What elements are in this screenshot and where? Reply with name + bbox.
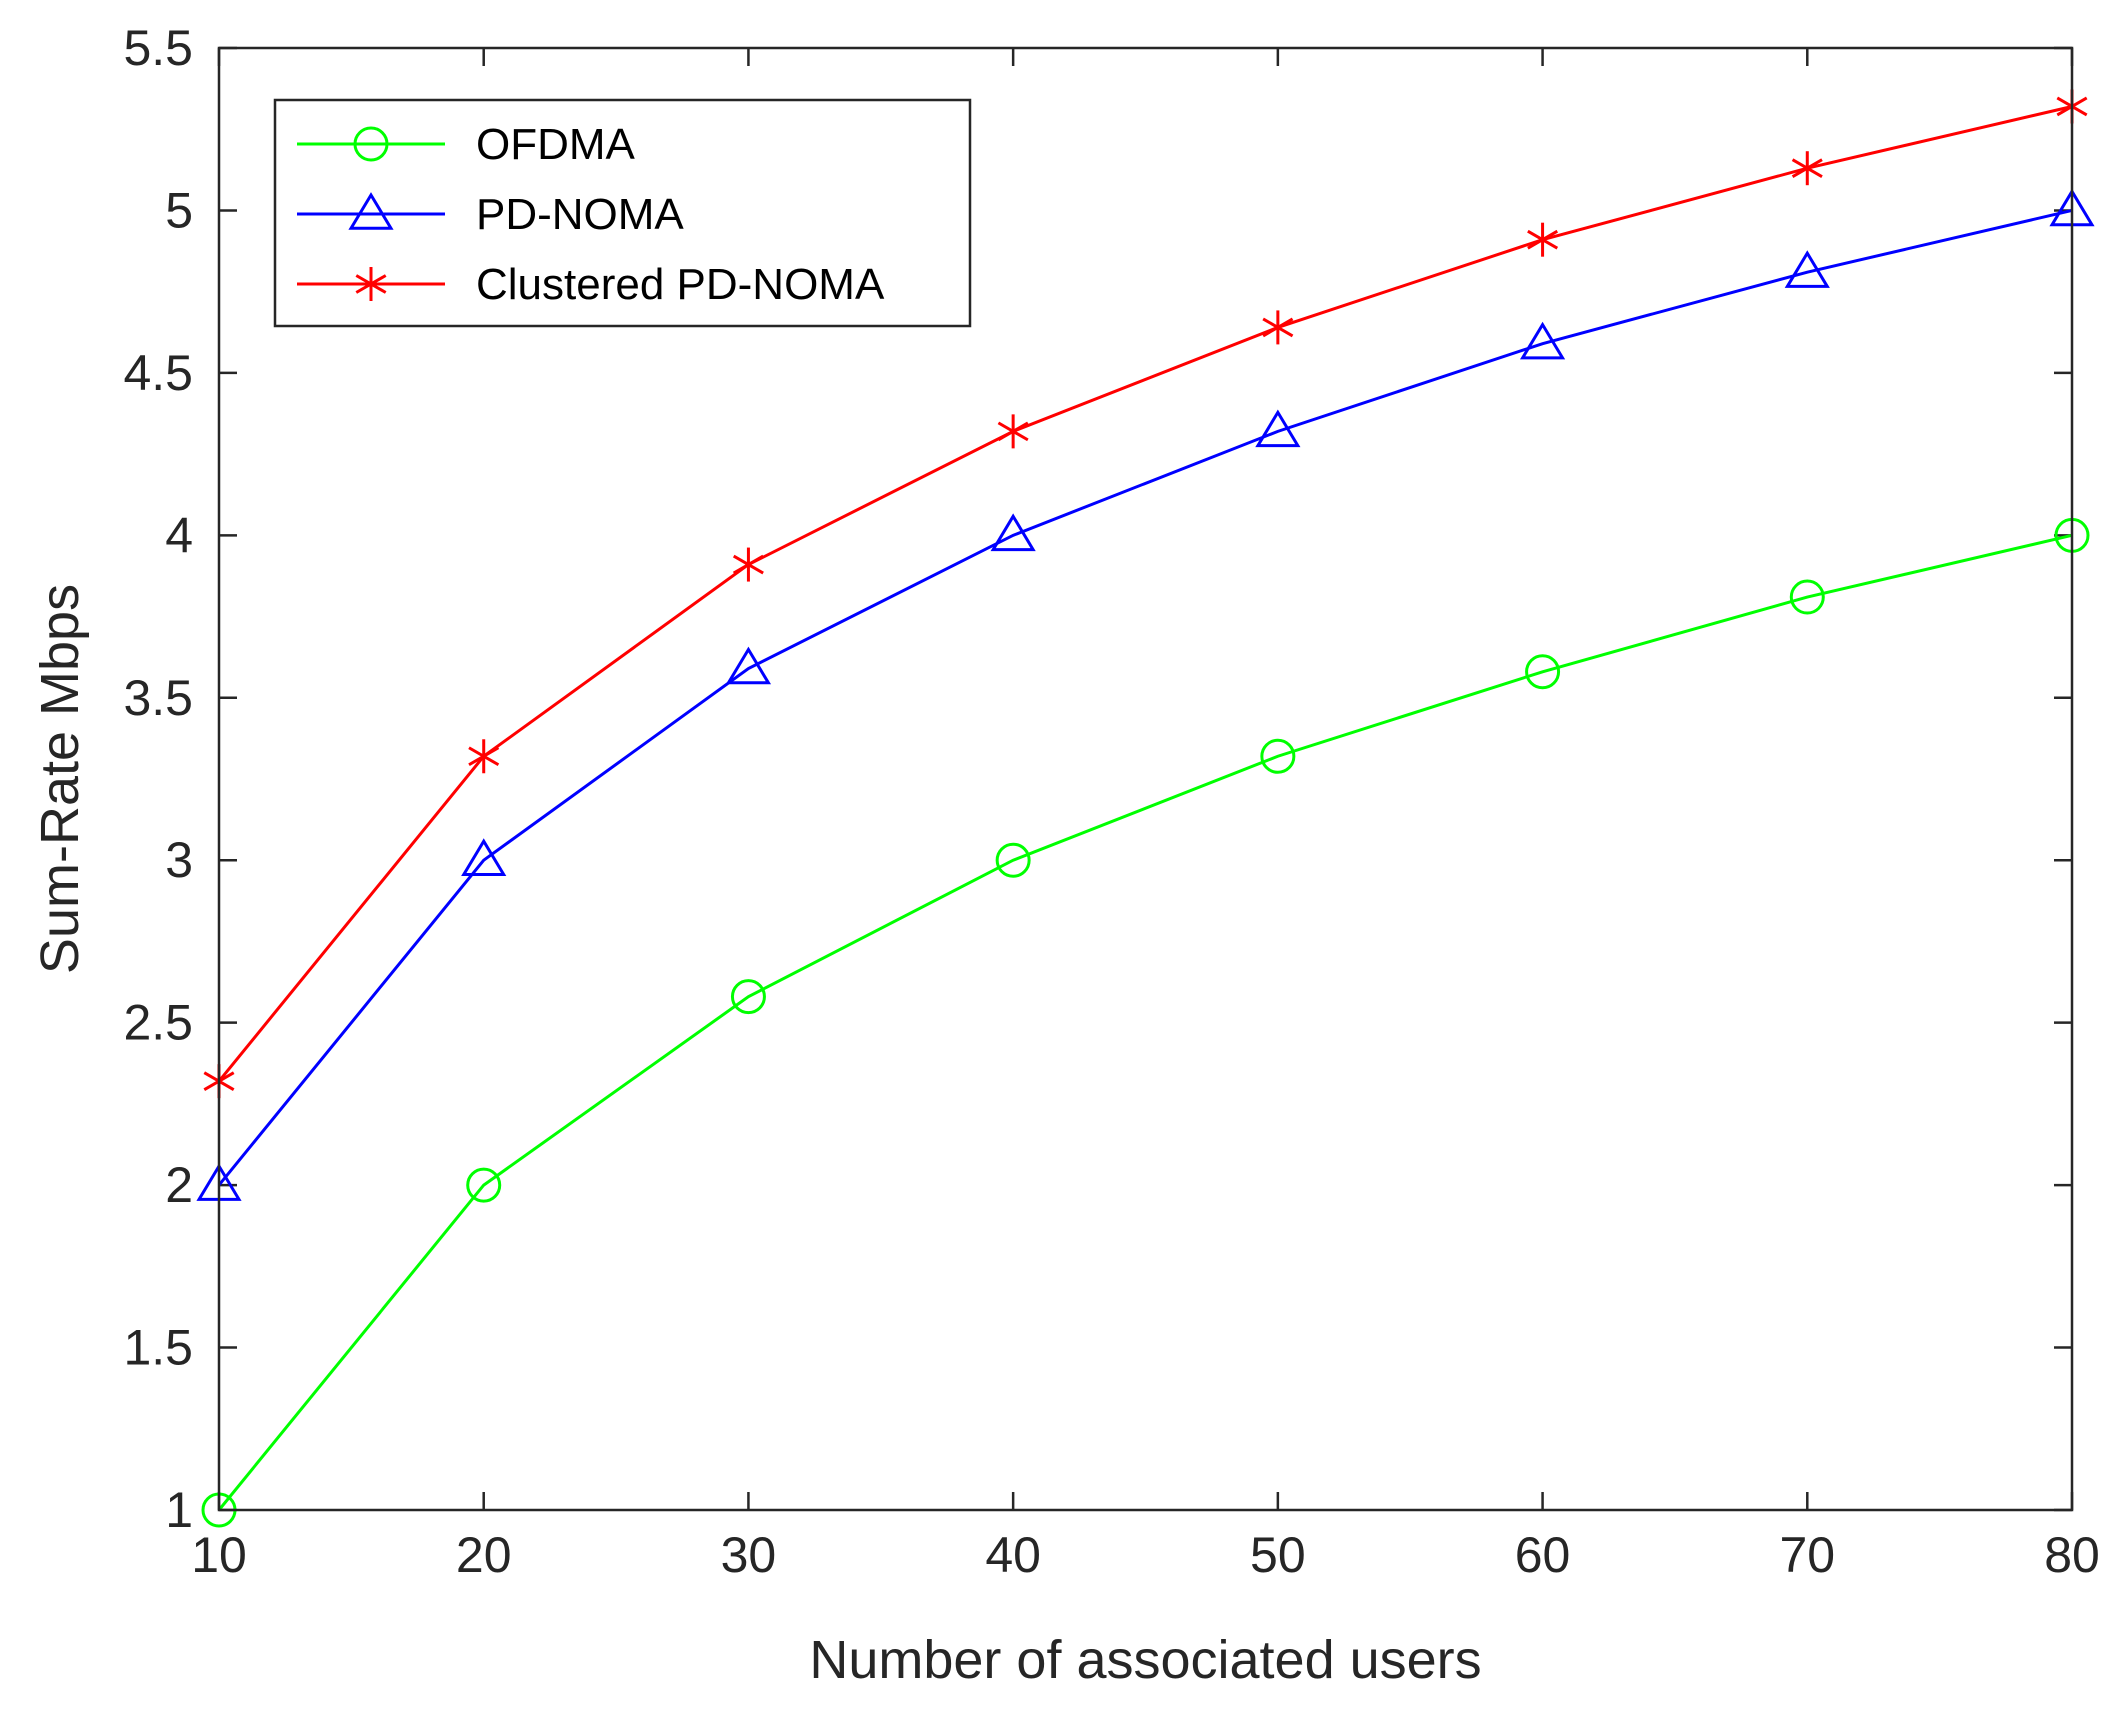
data-point-circle bbox=[1260, 738, 1296, 774]
x-tick-label: 80 bbox=[2044, 1527, 2100, 1583]
x-tick-label: 10 bbox=[191, 1527, 247, 1583]
asterisk-stroke bbox=[468, 746, 500, 767]
legend-marker-circle bbox=[353, 126, 389, 162]
x-tick-label: 70 bbox=[1779, 1527, 1835, 1583]
legend-marker-triangle bbox=[348, 192, 394, 230]
series-line bbox=[217, 533, 2073, 1511]
y-tick-label: 5.5 bbox=[123, 20, 193, 76]
x-tick-label: 30 bbox=[721, 1527, 777, 1583]
y-tick-label: 2.5 bbox=[123, 995, 193, 1051]
data-point-circle bbox=[730, 979, 766, 1015]
y-tick-label: 3.5 bbox=[123, 670, 193, 726]
series-line bbox=[217, 105, 2073, 1083]
x-tick-label: 50 bbox=[1250, 1527, 1306, 1583]
data-point-triangle bbox=[461, 838, 507, 876]
legend-marker-asterisk bbox=[355, 267, 387, 301]
y-axis-title: Sum-Rate Mbps bbox=[30, 584, 90, 974]
y-tick-label: 2 bbox=[165, 1157, 193, 1213]
legend-item: OFDMA bbox=[297, 120, 636, 169]
x-tick-label: 20 bbox=[456, 1527, 512, 1583]
x-tick-labels: 10 20 30 40 50 60 70 80 bbox=[191, 1527, 2100, 1583]
asterisk-stroke bbox=[1262, 317, 1294, 338]
asterisk-stroke bbox=[732, 554, 764, 575]
series-line bbox=[217, 208, 2073, 1187]
legend-label: OFDMA bbox=[476, 120, 636, 169]
data-point-circle bbox=[995, 842, 1031, 878]
y-tick-label: 4.5 bbox=[123, 345, 193, 401]
legend-label: Clustered PD-NOMA bbox=[476, 260, 885, 309]
data-point-asterisk bbox=[1262, 310, 1294, 345]
asterisk-stroke bbox=[1791, 158, 1823, 179]
asterisk-stroke bbox=[355, 274, 387, 294]
data-point-asterisk bbox=[997, 414, 1029, 449]
y-tick-label: 1 bbox=[165, 1482, 193, 1538]
y-tick-label: 1.5 bbox=[123, 1320, 193, 1376]
series-layer bbox=[196, 89, 2095, 1528]
axes-box bbox=[217, 46, 2074, 1512]
y-tick-label: 4 bbox=[165, 507, 193, 563]
asterisk-stroke bbox=[997, 421, 1029, 442]
y-tick-label: 5 bbox=[165, 182, 193, 238]
data-point-triangle bbox=[990, 513, 1036, 552]
data-point-triangle bbox=[725, 646, 772, 685]
data-point-asterisk bbox=[468, 739, 500, 774]
x-axis-title: Number of associated users bbox=[809, 1630, 1481, 1690]
data-point-asterisk bbox=[732, 547, 764, 582]
data-point-circle bbox=[466, 1167, 502, 1203]
x-tick-label: 40 bbox=[985, 1527, 1041, 1583]
data-point-circle bbox=[1789, 579, 1825, 615]
data-point-asterisk bbox=[1791, 151, 1823, 186]
legend-item: Clustered PD-NOMA bbox=[297, 260, 885, 309]
data-point-triangle bbox=[1519, 321, 1566, 360]
legend-label: PD-NOMA bbox=[476, 190, 684, 239]
asterisk-stroke bbox=[1527, 229, 1559, 250]
legend-item: PD-NOMA bbox=[297, 190, 684, 239]
data-point-circle bbox=[1525, 654, 1561, 690]
y-tick-labels: 1 1.5 2 2.5 3 3.5 4 4.5 5 5.5 bbox=[123, 20, 193, 1538]
data-point-triangle bbox=[1255, 409, 1301, 448]
legend: OFDMA PD-NOMA Clustered PD-NOMA bbox=[273, 98, 972, 328]
data-point-asterisk bbox=[1527, 222, 1559, 257]
x-tick-label: 60 bbox=[1515, 1527, 1571, 1583]
data-point-triangle bbox=[1784, 250, 1830, 288]
y-tick-label: 3 bbox=[165, 832, 193, 888]
